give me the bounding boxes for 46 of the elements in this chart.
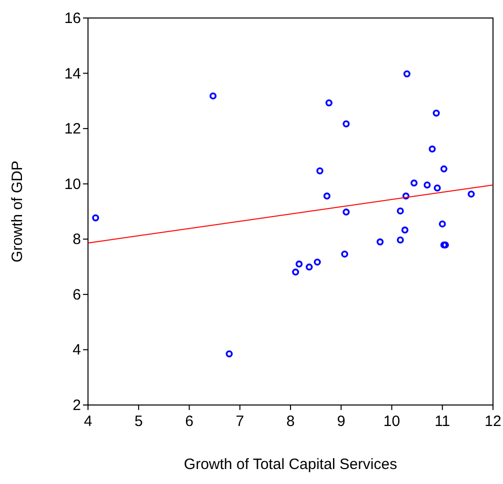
point xyxy=(424,181,431,188)
x-tick-label: 9 xyxy=(336,413,346,430)
x-tick-label: 4 xyxy=(84,413,92,430)
x-tick-label: 7 xyxy=(236,413,244,430)
point xyxy=(325,99,332,106)
y-tick-label: 10 xyxy=(64,176,81,193)
point xyxy=(306,264,313,271)
x-tick-label: 6 xyxy=(185,413,194,430)
point xyxy=(92,214,100,222)
x-tick-label: 10 xyxy=(383,413,400,430)
point xyxy=(403,70,410,78)
x-tick-label: 5 xyxy=(134,413,143,430)
point xyxy=(376,238,384,246)
y-tick-label: 14 xyxy=(64,65,81,82)
y-tick-label: 12 xyxy=(64,120,81,138)
y-tick-label: 2 xyxy=(72,397,81,414)
y-axis-title: Growth of GDP xyxy=(9,160,26,262)
point xyxy=(438,220,446,228)
point xyxy=(342,208,350,216)
point xyxy=(432,110,440,117)
y-tick-label: 8 xyxy=(72,231,81,248)
point xyxy=(402,192,410,200)
point xyxy=(396,236,404,244)
point xyxy=(323,192,330,200)
x-tick-label: 12 xyxy=(484,413,502,430)
point xyxy=(292,268,300,276)
x-tick-label: 11 xyxy=(434,413,450,430)
point xyxy=(434,184,441,192)
point xyxy=(210,92,217,100)
point xyxy=(316,167,324,174)
point xyxy=(396,207,404,214)
point xyxy=(341,250,348,258)
point xyxy=(314,258,321,266)
point xyxy=(226,350,233,358)
point xyxy=(401,226,408,234)
point xyxy=(468,190,475,198)
x-axis-title: Growth of Total Capital Services xyxy=(184,456,398,473)
y-tick-label: 16 xyxy=(64,10,81,27)
point xyxy=(440,165,448,172)
y-tick-label: 6 xyxy=(72,286,81,304)
y-tick-label: 4 xyxy=(72,342,81,359)
point xyxy=(428,146,436,153)
point xyxy=(296,260,303,268)
point xyxy=(410,180,418,187)
point xyxy=(342,120,350,128)
x-tick-label: 8 xyxy=(286,413,295,430)
